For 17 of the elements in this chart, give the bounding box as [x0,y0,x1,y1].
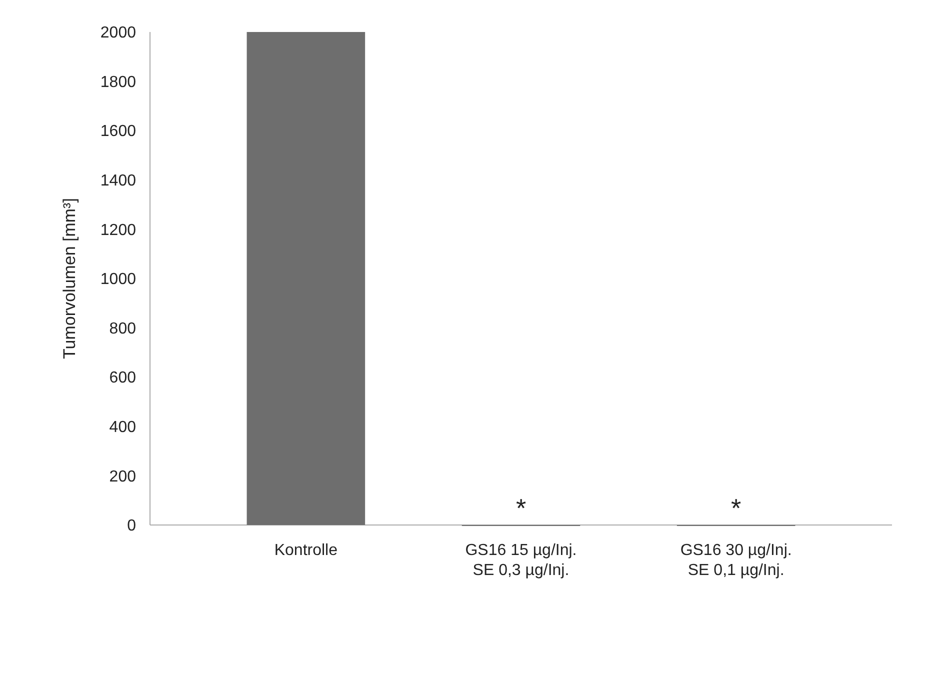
y-tick-label: 2000 [100,24,136,42]
annotation: * [731,493,742,523]
y-tick-label: 800 [109,320,136,338]
y-tick-label: 400 [109,419,136,436]
y-tick-label: 1200 [100,222,136,239]
y-tick-label: 200 [109,468,136,486]
y-tick-label: 1400 [100,172,136,190]
y-axis-title: Tumorvolumen [mm³] [60,198,79,359]
annotation: * [516,493,526,523]
x-tick-label: Kontrolle [274,542,338,559]
x-tick-label: GS16 30 µg/Inj. SE 0,1 µg/Inj. [680,542,792,579]
y-tick-label: 0 [127,518,136,535]
y-tick-label: 1000 [100,271,136,288]
y-tick-label: 600 [109,370,136,387]
y-tick-label: 1600 [100,123,136,140]
y-tick-label: 1800 [100,74,136,91]
x-tick-label: GS16 15 µg/Inj. SE 0,3 µg/Inj. [465,542,577,579]
